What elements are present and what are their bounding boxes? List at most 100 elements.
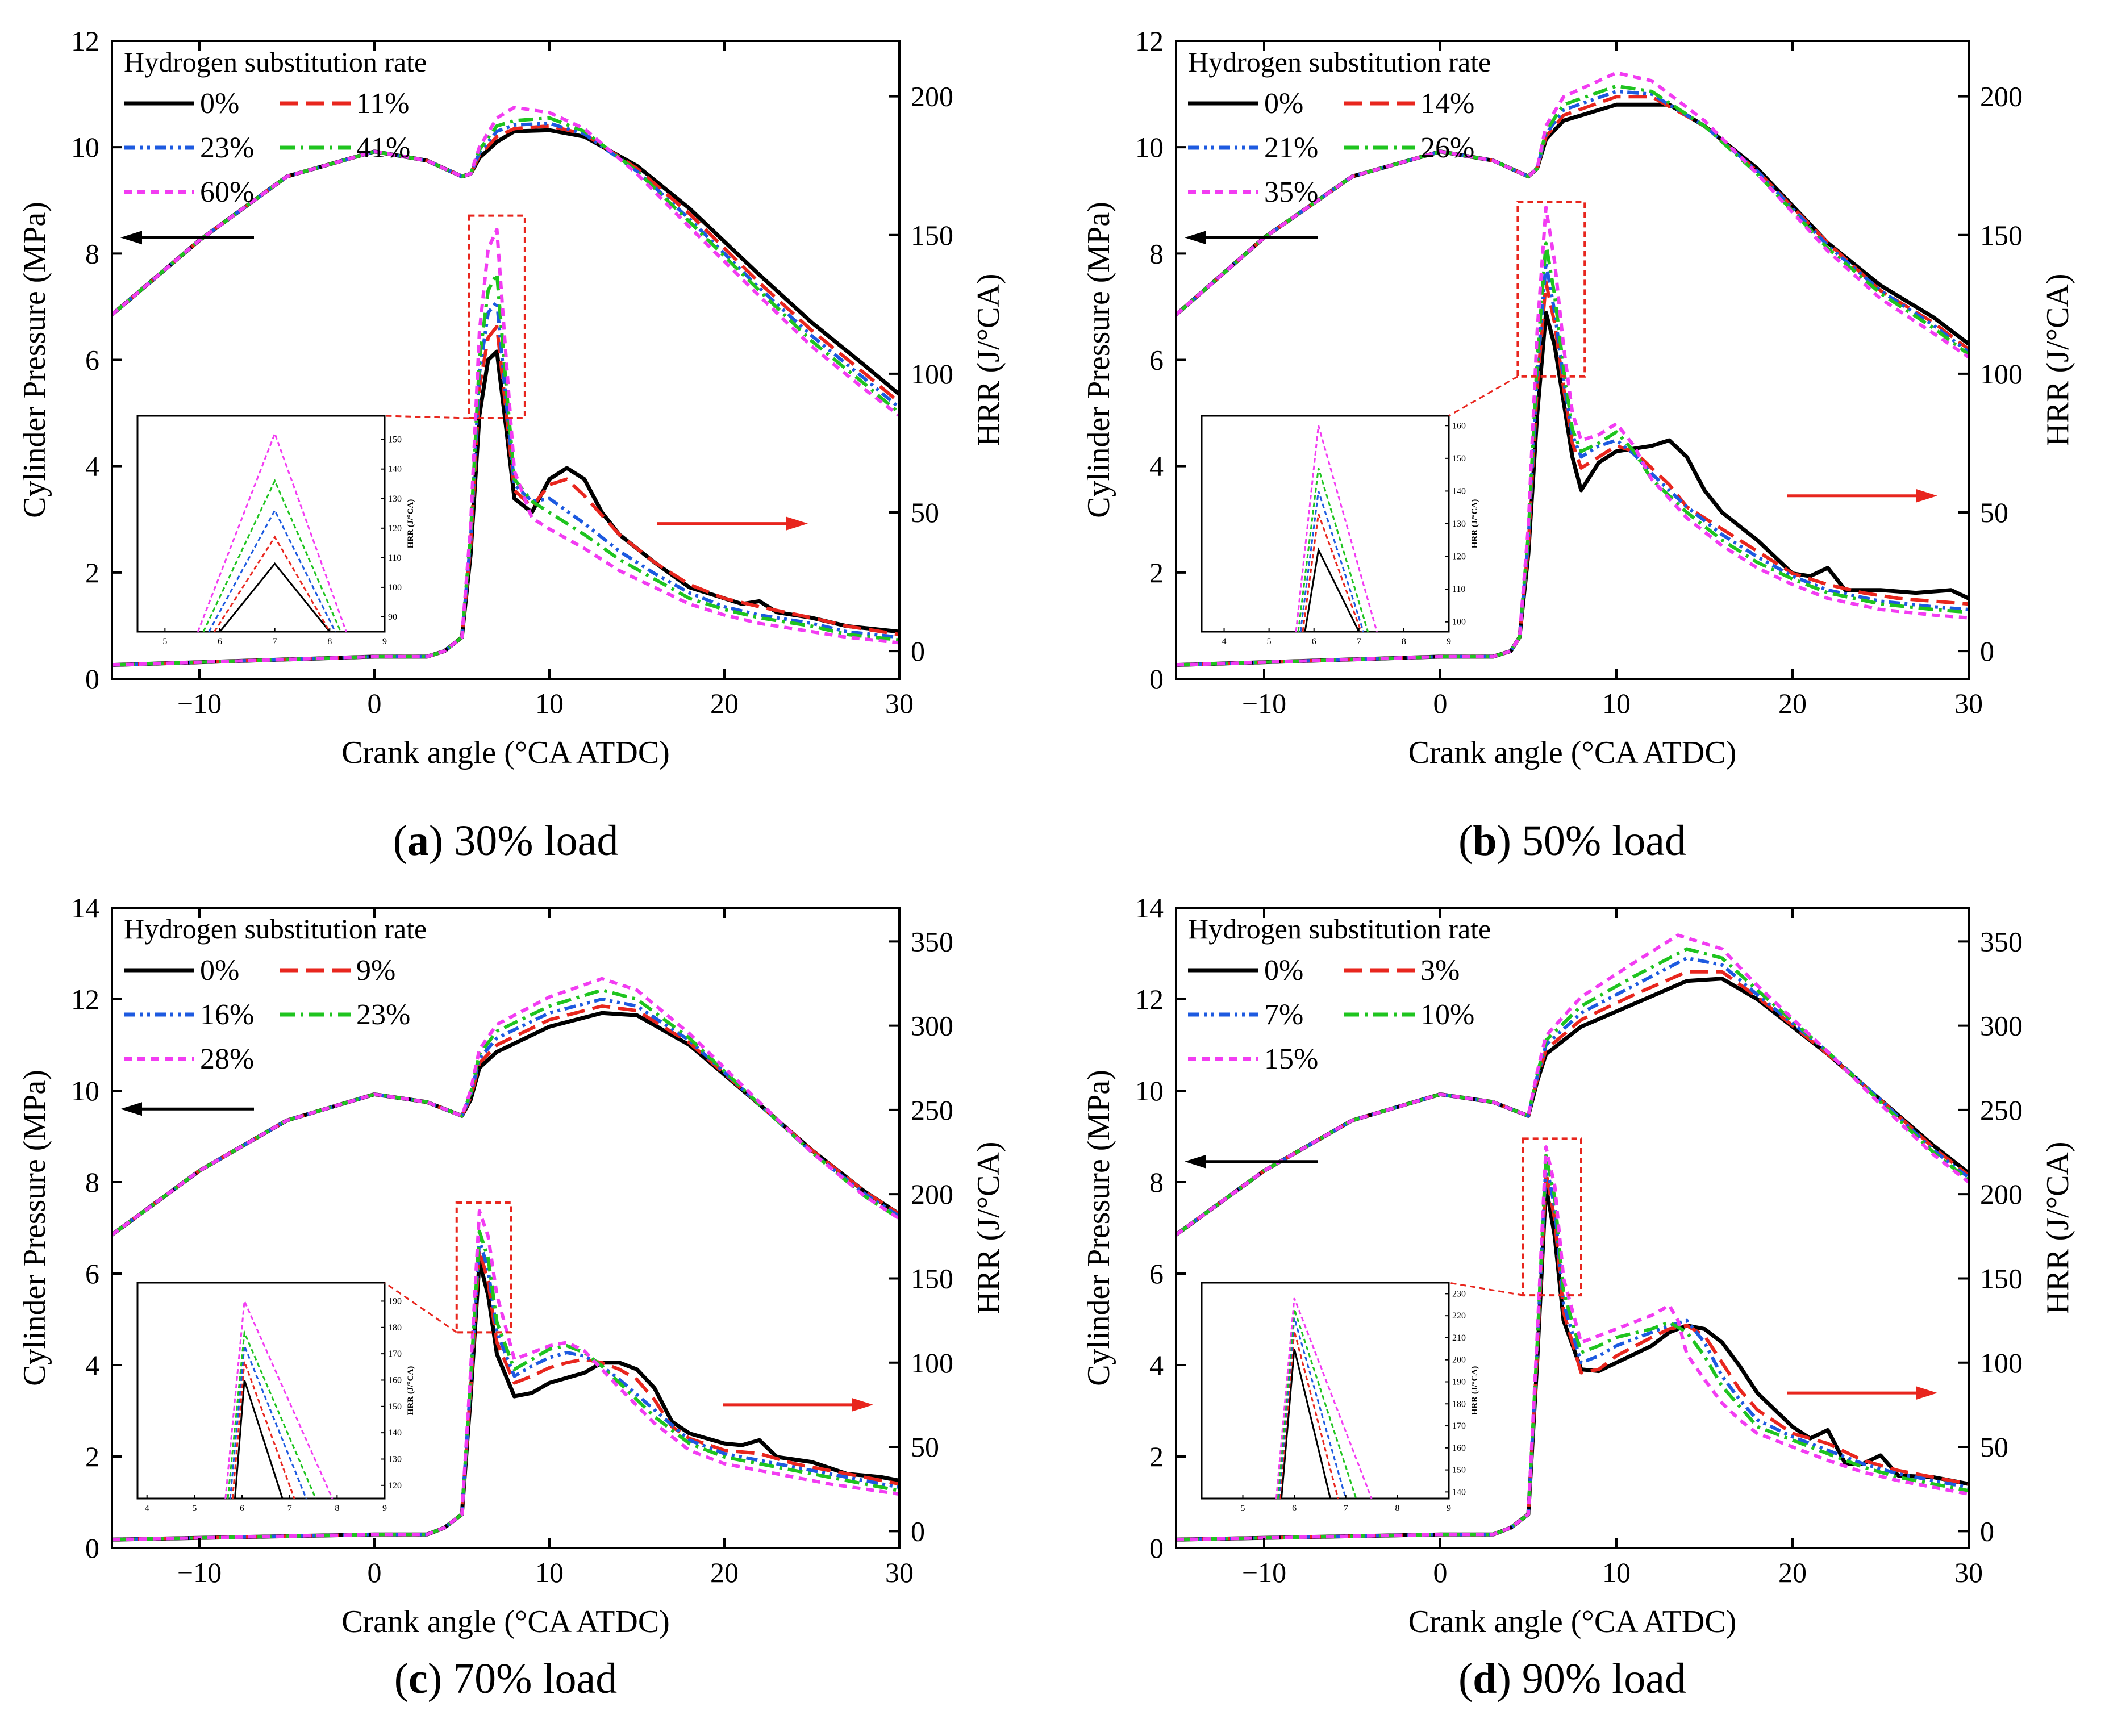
series-group: [1176, 933, 1969, 1542]
y2-axis-title: HRR (J/°CA): [2040, 274, 2075, 446]
inset-y-tick-label: 220: [1452, 1311, 1466, 1321]
inset-x-tick-label: 7: [1344, 1504, 1348, 1513]
panel-caption: (c) 70% load: [394, 1655, 618, 1702]
caption-paren-open: (: [1458, 817, 1473, 865]
caption-letter: c: [409, 1655, 428, 1702]
y2-axis-title: HRR (J/°CA): [971, 1142, 1006, 1314]
legend-label: 26%: [1420, 132, 1474, 164]
hrr-line-28pct: [112, 1209, 899, 1542]
inset-y-tick-label: 110: [1452, 585, 1465, 594]
legend-label: 0%: [200, 87, 239, 120]
series-group: [1176, 71, 1969, 667]
legend-label: 28%: [200, 1043, 254, 1075]
x-tick-label: 20: [1778, 1556, 1807, 1588]
y-tick-label: 12: [1135, 25, 1164, 57]
y-tick-label: 2: [1149, 557, 1164, 589]
x-tick-label: −10: [177, 1556, 222, 1588]
y-tick-label: 0: [85, 663, 99, 695]
inset-y-tick-label: 140: [388, 465, 402, 474]
hrr-line-23pct: [112, 300, 899, 667]
y-tick-label: 8: [85, 1166, 99, 1198]
y2-tick-label: 0: [911, 1515, 925, 1547]
pressure-line-21pct: [1176, 89, 1969, 353]
y-tick-label: 4: [1149, 1349, 1164, 1381]
pressure-line-28pct: [112, 976, 899, 1237]
legend-label: 11%: [356, 87, 409, 120]
y-tick-label: 10: [1135, 1075, 1164, 1107]
caption-text: 70% load: [453, 1655, 617, 1702]
inset-y-tick-label: 210: [1452, 1333, 1466, 1343]
pressure-line-41pct: [112, 116, 899, 415]
legend-label: 0%: [200, 954, 239, 987]
y-tick-label: 4: [85, 450, 99, 482]
hrr-line-3pct: [1176, 1170, 1969, 1542]
x-tick-label: −10: [1242, 687, 1286, 719]
legend-label: 3%: [1420, 954, 1460, 987]
y-tick-label: 2: [85, 1441, 99, 1472]
zoom-connector: [1448, 1282, 1523, 1296]
legend-label: 21%: [1264, 132, 1318, 164]
inset-y-tick-label: 150: [388, 1402, 402, 1412]
x-tick-label: 0: [1433, 687, 1448, 719]
y2-tick-label: 100: [911, 1347, 953, 1379]
chart-panel-d: −10 0 10 20 30024681012140501001502002503003…: [1081, 892, 2075, 1702]
x-tick-label: 10: [1602, 687, 1631, 719]
inset-peak-line: [231, 1361, 295, 1499]
inset-peak-line: [202, 478, 342, 632]
x-tick-label: 30: [1954, 687, 1983, 719]
caption-letter: a: [407, 817, 429, 865]
y2-tick-label: 0: [1980, 1515, 1994, 1547]
caption-text: 90% load: [1522, 1655, 1686, 1702]
y-tick-label: 0: [1149, 663, 1164, 695]
inset-y-tick-label: 90: [388, 612, 397, 622]
inset-y-tick-label: 140: [1452, 486, 1466, 496]
pressure-line-15pct: [1176, 933, 1969, 1237]
y2-tick-label: 50: [911, 496, 939, 528]
legend-label: 10%: [1420, 999, 1474, 1031]
inset-y-tick-label: 150: [388, 435, 402, 445]
y-tick-label: 2: [85, 557, 99, 589]
y2-axis-title: HRR (J/°CA): [2040, 1142, 2075, 1314]
y2-tick-label: 150: [911, 1262, 953, 1294]
inset-y-tick-label: 180: [1452, 1399, 1466, 1409]
caption-text: 50% load: [1522, 817, 1686, 865]
y-axis-title: Cylinder Pressure (MPa): [1081, 202, 1116, 518]
y-tick-label: 10: [71, 131, 99, 163]
hrr-line-26pct: [1176, 241, 1969, 667]
y2-tick-label: 350: [911, 925, 953, 957]
hrr-axis-arrow-head: [786, 516, 808, 531]
y-tick-label: 6: [1149, 344, 1164, 376]
y2-tick-label: 250: [911, 1094, 953, 1126]
inset-x-tick-label: 5: [162, 637, 167, 646]
inset-x-tick-label: 9: [1447, 637, 1451, 646]
y-tick-label: 0: [85, 1532, 99, 1564]
inset-y-title: HRR (J/°CA): [406, 499, 415, 548]
inset-y-tick-label: 170: [1452, 1421, 1466, 1431]
y-tick-label: 10: [1135, 131, 1164, 163]
y-tick-label: 8: [85, 237, 99, 269]
y-tick-label: 6: [85, 344, 99, 376]
y2-tick-label: 50: [911, 1431, 939, 1463]
inset-peak-line: [208, 508, 336, 632]
inset-x-tick-label: 8: [1402, 637, 1406, 646]
legend-label: 7%: [1264, 999, 1303, 1031]
inset-x-tick-label: 6: [1312, 637, 1316, 646]
inset-y-tick-label: 170: [388, 1349, 402, 1359]
plot-frame: [1175, 907, 1970, 1549]
inset-x-tick-label: 4: [145, 1504, 149, 1513]
y-axis-title: Cylinder Pressure (MPa): [1081, 1070, 1116, 1386]
x-tick-label: −10: [1242, 1556, 1286, 1588]
inset-y-tick-label: 120: [388, 524, 402, 533]
hrr-line-23pct: [112, 1229, 899, 1542]
inset-x-tick-label: 7: [1357, 637, 1361, 646]
caption-paren-close: ): [429, 817, 454, 865]
y-tick-label: 12: [71, 983, 99, 1015]
series-group: [112, 976, 899, 1542]
inset-peak-line: [1299, 490, 1365, 632]
inset-y-tick-label: 100: [1452, 617, 1466, 627]
x-tick-label: 30: [885, 687, 914, 719]
inset-peak-line: [1302, 514, 1362, 632]
y-tick-label: 10: [71, 1075, 99, 1107]
legend-label: 16%: [200, 999, 254, 1031]
